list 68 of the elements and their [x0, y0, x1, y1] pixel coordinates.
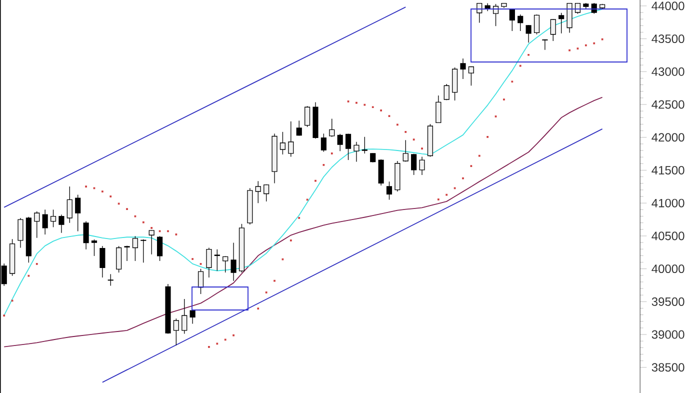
- candlestick: [173, 318, 179, 346]
- candlestick: [518, 14, 524, 32]
- candlestick: [411, 153, 417, 176]
- candlestick: [558, 12, 564, 34]
- candlestick: [460, 58, 466, 80]
- candlestick: [230, 242, 236, 282]
- candlestick: [157, 236, 163, 262]
- candlestick: [190, 310, 196, 324]
- y-tick-label: 41500: [652, 166, 684, 174]
- candlestick: [304, 106, 310, 128]
- candlestick: [296, 120, 302, 136]
- candlestick: [509, 8, 515, 32]
- candlestick: [280, 132, 286, 155]
- y-tick-label: 43500: [652, 34, 684, 44]
- candlestick: [206, 247, 212, 278]
- candlestick: [264, 184, 270, 202]
- candlestick: [75, 194, 81, 232]
- candlestick: [402, 140, 408, 162]
- y-tick-label: 43000: [652, 67, 684, 76]
- candlestick: [444, 84, 450, 100]
- candlestick: [320, 133, 326, 152]
- candlestick: [378, 159, 384, 186]
- candlestick: [337, 134, 343, 152]
- candlestick: [91, 239, 98, 256]
- candlestick: [34, 211, 40, 238]
- candlestick: [18, 218, 24, 248]
- candlestick: [124, 245, 130, 262]
- candlestick: [345, 133, 352, 160]
- candlestick: [288, 120, 294, 158]
- y-tick-label: 39000: [652, 330, 684, 339]
- candlestick: [198, 268, 204, 294]
- candlestick: [108, 274, 114, 286]
- y-tick-label: 38500: [652, 363, 684, 372]
- candlestick: [452, 67, 458, 101]
- candlestick: [42, 209, 48, 235]
- candlestick: [50, 209, 56, 228]
- candlestick: [386, 181, 392, 200]
- candlestick: [468, 66, 474, 86]
- candlestick: [534, 14, 540, 35]
- candlestick: [132, 236, 138, 262]
- candlestick: [526, 24, 532, 43]
- candlestick: [362, 136, 368, 154]
- y-tick-label: 40000: [652, 264, 684, 274]
- candlestick: [58, 214, 64, 234]
- candlestick: [419, 156, 425, 176]
- candlestick: [550, 18, 556, 42]
- candlestick: [100, 246, 106, 278]
- y-tick-label: 42500: [652, 100, 684, 109]
- candlestick: [255, 180, 261, 204]
- y-tick-label: 39500: [652, 297, 684, 306]
- line-series: [4, 96, 603, 348]
- candlestick: [329, 118, 335, 138]
- candlestick: [182, 298, 188, 334]
- candlestick: [370, 152, 376, 163]
- candlestick: [214, 249, 220, 272]
- y-tick-label: 44000: [652, 2, 684, 10]
- candlestick: [148, 230, 154, 255]
- candlestick: [591, 2, 597, 14]
- candlestick: [436, 95, 442, 124]
- y-tick-label: 42000: [652, 133, 684, 142]
- candlestick: [66, 186, 72, 224]
- candlestick: [140, 239, 146, 263]
- y-tick-label: 40500: [652, 232, 684, 240]
- candlestick: [116, 246, 122, 273]
- candlestick: [83, 220, 89, 250]
- candlestick: [222, 256, 228, 273]
- candlestick: [354, 142, 360, 162]
- y-tick-label: 41000: [652, 198, 684, 208]
